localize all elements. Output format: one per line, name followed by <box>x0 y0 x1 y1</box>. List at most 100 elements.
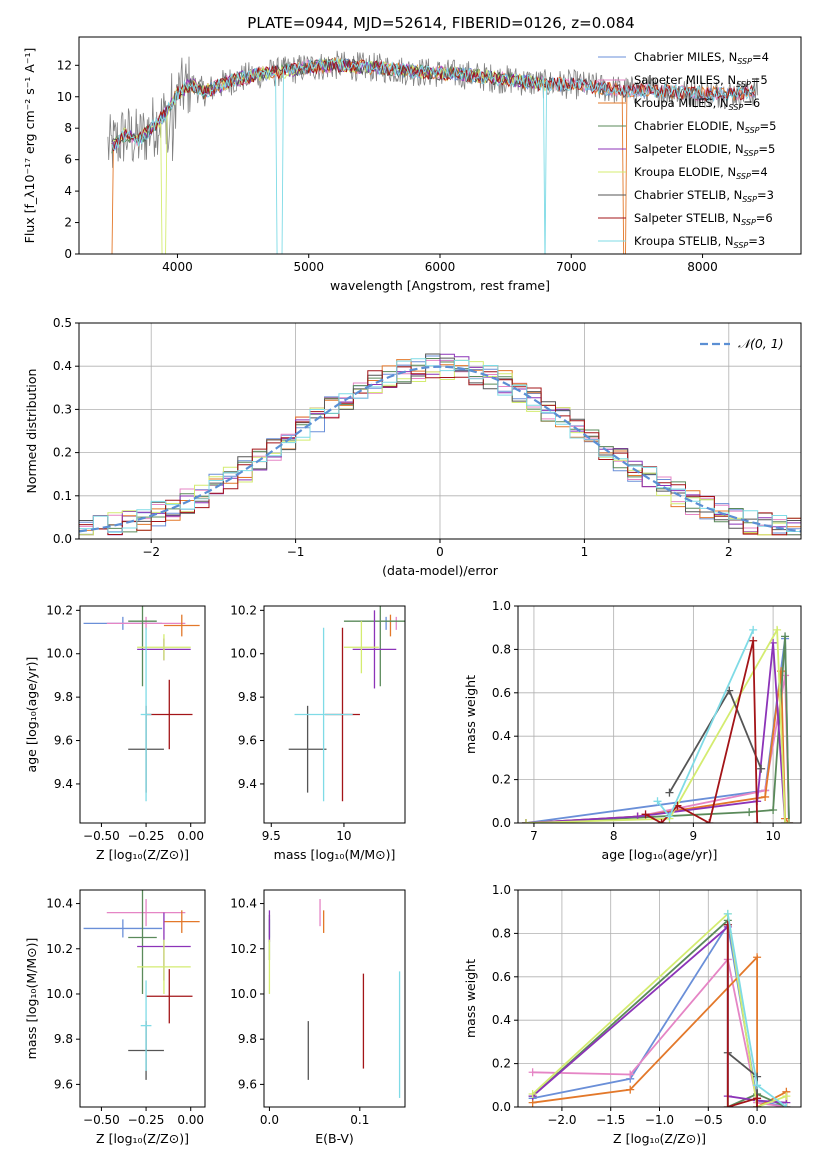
x-tick-label: 9.5 <box>262 829 281 843</box>
y-tick-label: 10.4 <box>230 897 257 911</box>
plus-marker <box>665 812 674 821</box>
axes-frame <box>263 605 406 824</box>
mass-weight-line <box>531 912 787 1107</box>
legend-entry: 𝒩(0, 1) <box>738 336 784 351</box>
x-tick-label: 8 <box>610 829 618 843</box>
y-tick-label: 10.0 <box>46 647 73 661</box>
axes-frame <box>263 889 406 1108</box>
histogram-step-line <box>79 353 801 531</box>
x-axis-label: E(B-V) <box>315 1131 354 1146</box>
plot-content <box>521 625 794 823</box>
x-axis-label: (data-model)/error <box>382 563 499 578</box>
plot-area <box>264 890 405 1107</box>
error-bar-point <box>106 899 186 927</box>
plus-marker <box>521 819 530 823</box>
y-tick-label: 0.2 <box>53 446 72 460</box>
axes-frame <box>79 605 206 824</box>
error-bar-point <box>352 610 397 689</box>
y-tick-label: 0.6 <box>492 686 511 700</box>
y-tick-label: 0.8 <box>492 642 511 656</box>
x-tick-label: 10 <box>336 829 351 843</box>
mass-weight-line <box>645 640 759 823</box>
panel-mass-weight-vs-z: −2.0 −1.5 −1.0 −0.5 0.0 0.0 0.2 0.4 0.6 0.8 1.0 Z [… <box>463 883 802 1146</box>
mass-weight-line <box>726 924 758 1107</box>
plus-marker <box>749 625 758 634</box>
plus-marker <box>749 636 758 645</box>
plot-content <box>107 50 759 254</box>
y-tick-label: 10.2 <box>230 942 257 956</box>
y-tick-label: 0.3 <box>53 402 72 416</box>
y-tick-label: 0.4 <box>53 359 72 373</box>
plus-marker <box>753 1072 762 1081</box>
plot-content <box>83 890 200 1080</box>
legend-entry: Salpeter ELODIE, NSSP=5 <box>634 142 775 158</box>
plus-marker <box>657 819 666 823</box>
axes-frame <box>517 605 802 824</box>
error-bar-point <box>343 621 379 674</box>
x-tick-label: 2 <box>725 545 733 559</box>
y-tick-label: 12 <box>57 58 72 72</box>
error-bar-point <box>128 606 157 687</box>
x-tick-label: 8000 <box>687 260 718 274</box>
plus-marker <box>626 1085 635 1094</box>
y-axis-label: age [log₁₀(age/yr)] <box>24 657 39 773</box>
x-tick-label: −0.25 <box>128 1113 165 1127</box>
plus-marker <box>723 909 732 918</box>
legend-entry: Kroupa MILES, NSSP=6 <box>634 96 760 112</box>
legend-entry: Kroupa ELODIE, NSSP=4 <box>634 165 768 181</box>
y-axis-label: Flux [f_λ10⁻¹⁷ erg cm⁻² s⁻¹ A⁻¹] <box>22 48 37 244</box>
x-tick-label: −0.50 <box>83 1113 120 1127</box>
panel-mass-weight-vs-age: 7 8 9 10 0.0 0.2 0.4 0.6 0.8 1.0 age [log₁₀(age/yr… <box>463 599 802 862</box>
plus-marker <box>653 797 662 806</box>
y-tick-label: 9.4 <box>54 777 73 791</box>
x-axis-label: Z [log₁₀(Z/Z⊙)] <box>96 1131 189 1146</box>
plus-marker <box>782 1103 791 1107</box>
x-tick-label: 0.00 <box>177 1113 204 1127</box>
panel-age-vs-mass: 9.5 10 9.4 9.6 9.8 10.0 10.2 mass [log₁₀(M/M⊙)] <box>230 603 406 862</box>
x-tick-label: 0.0 <box>748 1113 767 1127</box>
plus-marker <box>745 808 754 817</box>
y-tick-label: 0.0 <box>53 532 72 546</box>
x-tick-label: 5000 <box>293 260 324 274</box>
plus-marker <box>753 1103 762 1107</box>
y-tick-label: 8 <box>64 121 72 135</box>
x-tick-label: −0.5 <box>694 1113 723 1127</box>
legend-entry: Salpeter STELIB, NSSP=6 <box>634 211 773 227</box>
legend-entry: Salpeter MILES, NSSP=5 <box>634 73 768 89</box>
y-tick-label: 10.2 <box>46 942 73 956</box>
plus-marker <box>782 1092 791 1101</box>
y-tick-label: 10.0 <box>230 987 257 1001</box>
x-tick-label: −1.5 <box>596 1113 625 1127</box>
plus-marker <box>626 1070 635 1079</box>
y-axis-label: mass [log₁₀(M/M⊙)] <box>24 938 39 1060</box>
y-tick-label: 9.6 <box>54 1077 73 1091</box>
y-tick-label: 10.0 <box>230 647 257 661</box>
y-tick-label: 0.2 <box>492 773 511 787</box>
panel-spectrum: 4000 5000 6000 7000 8000 0 2 4 6 8 10 12 wavelength … <box>22 36 802 293</box>
x-tick-label: 0 <box>436 545 444 559</box>
plus-marker <box>769 805 778 814</box>
legend: Chabrier MILES, NSSP=4 Salpeter MILES, NS… <box>598 50 776 250</box>
plus-marker <box>753 1094 762 1103</box>
plot-content <box>288 606 405 802</box>
plot-content <box>79 353 801 536</box>
y-tick-label: 0.8 <box>492 926 511 940</box>
x-axis-label: Z [log₁₀(Z/Z⊙)] <box>613 1131 706 1146</box>
x-axis-label: mass [log₁₀(M/M⊙)] <box>274 847 396 862</box>
y-tick-label: 9.4 <box>238 777 257 791</box>
error-bar-point <box>137 939 191 994</box>
error-bar-point <box>288 705 327 793</box>
figure-title: PLATE=0944, MJD=52614, FIBERID=0126, z=0… <box>247 14 634 32</box>
x-tick-label: 6000 <box>425 260 456 274</box>
x-tick-label: −1.0 <box>645 1113 674 1127</box>
y-tick-label: 10.2 <box>230 603 257 617</box>
panel-residuals-histogram: −2 −1 0 1 2 0.0 0.1 0.2 0.3 0.4 0.5 (data-model)/er… <box>24 316 802 578</box>
error-bar-point <box>83 919 163 938</box>
error-bar-point <box>163 614 200 637</box>
x-tick-label: 10 <box>765 829 780 843</box>
y-tick-label: 10.0 <box>46 987 73 1001</box>
y-tick-label: 0.0 <box>492 816 511 830</box>
plot-content <box>83 606 200 802</box>
y-tick-label: 9.6 <box>238 734 257 748</box>
